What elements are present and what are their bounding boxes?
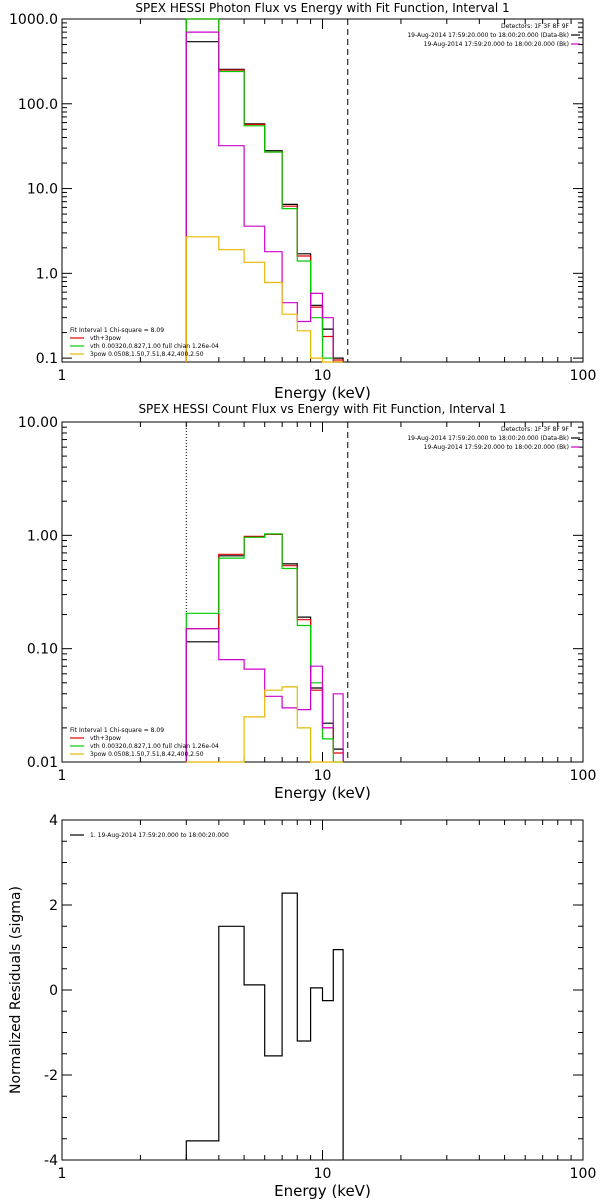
x-tick-label: 10: [314, 368, 332, 384]
legend-left-entry: vth+3pow: [90, 335, 121, 342]
series-line-magenta: [185, 31, 344, 363]
series-line-green: [185, 533, 344, 763]
legend-right-entry: 19-Aug-2014 17:59:20.000 to 18:00:20.000…: [424, 41, 569, 48]
chart-panel-3: [61, 819, 584, 1161]
x-tick-label: 10: [314, 1166, 332, 1182]
x-axis-label: Energy (keV): [274, 784, 371, 802]
y-tick-label: -2: [44, 1068, 58, 1084]
series-line-magenta: [185, 628, 344, 762]
legend-left-entry: vth 0.00320,0.827,1.00 full chian 1.26e-…: [90, 343, 219, 350]
x-tick-label: 1: [58, 1166, 67, 1182]
x-tick-label: 1: [58, 368, 67, 384]
series-line-green: [185, 18, 344, 363]
legend-right-entry: Detectors: 1F 3F 8F 9F: [501, 426, 570, 433]
y-tick-label: 10.00: [18, 415, 58, 431]
legend-right-entry: 19-Aug-2014 17:59:20.000 to 18:00:20.000…: [407, 32, 569, 39]
y-tick-label: 0.01: [27, 755, 58, 771]
legend-left-entry: vth 0.00320,0.827,1.00 full chian 1.26e-…: [90, 743, 219, 750]
y-tick-label: -4: [44, 1153, 58, 1169]
series-line-gold: [185, 236, 344, 363]
y-tick-label: 2: [49, 898, 58, 914]
series-line-black: [185, 41, 344, 362]
y-tick-label: 4: [49, 813, 58, 829]
x-axis-label: Energy (keV): [274, 384, 371, 402]
series-line-red: [185, 533, 344, 762]
y-tick-label: 10.0: [27, 182, 58, 198]
series-line-black: [185, 892, 344, 1160]
legend-left-entry: Fit Interval 1 Chi-square = 8.09: [70, 727, 164, 734]
series-line-black: [185, 533, 344, 762]
legend-right-entry: Detectors: 1F 3F 8F 9F: [501, 23, 570, 30]
y-axis-label: Normalized Residuals (sigma): [8, 886, 24, 1094]
legend-left-entry: vth+3pow: [90, 735, 121, 742]
y-tick-label: 1.00: [27, 528, 58, 544]
legend-left-entry: 1. 19-Aug-2014 17:59:20.000 to 18:00:20.…: [90, 832, 229, 839]
chart-title: SPEX HESSI Photon Flux vs Energy with Fi…: [135, 1, 509, 15]
x-tick-label: 100: [570, 1166, 597, 1182]
legend-right-entry: 19-Aug-2014 17:59:20.000 to 18:00:20.000…: [407, 435, 569, 442]
chart-title: SPEX HESSI Count Flux vs Energy with Fit…: [138, 402, 506, 416]
legend-left-entry: Fit Interval 1 Chi-square = 8.09: [70, 327, 164, 334]
y-tick-label: 1000.0: [9, 12, 58, 28]
x-tick-label: 1: [58, 768, 67, 784]
x-axis-label: Energy (keV): [274, 1182, 371, 1200]
series-line-gold: [186, 686, 344, 763]
x-tick-label: 100: [570, 368, 597, 384]
x-tick-label: 10: [314, 768, 332, 784]
y-tick-label: 1.0: [36, 266, 58, 282]
y-tick-label: 0.1: [36, 351, 58, 367]
y-tick-label: 100.0: [18, 97, 58, 113]
legend-left-entry: 3pow 0.0508,1.50,7.51,8.42,400,2.50: [90, 751, 204, 758]
chart-panel-2: [61, 421, 584, 763]
series-line-red: [185, 18, 344, 362]
x-tick-label: 100: [570, 768, 597, 784]
y-tick-label: 0: [49, 983, 58, 999]
legend-right-entry: 19-Aug-2014 17:59:20.000 to 18:00:20.000…: [424, 444, 569, 451]
legend-left-entry: 3pow 0.0508,1.50,7.51,8.42,400,2.50: [90, 351, 204, 358]
chart-panel-1: [61, 18, 584, 363]
y-tick-label: 0.10: [27, 642, 58, 658]
